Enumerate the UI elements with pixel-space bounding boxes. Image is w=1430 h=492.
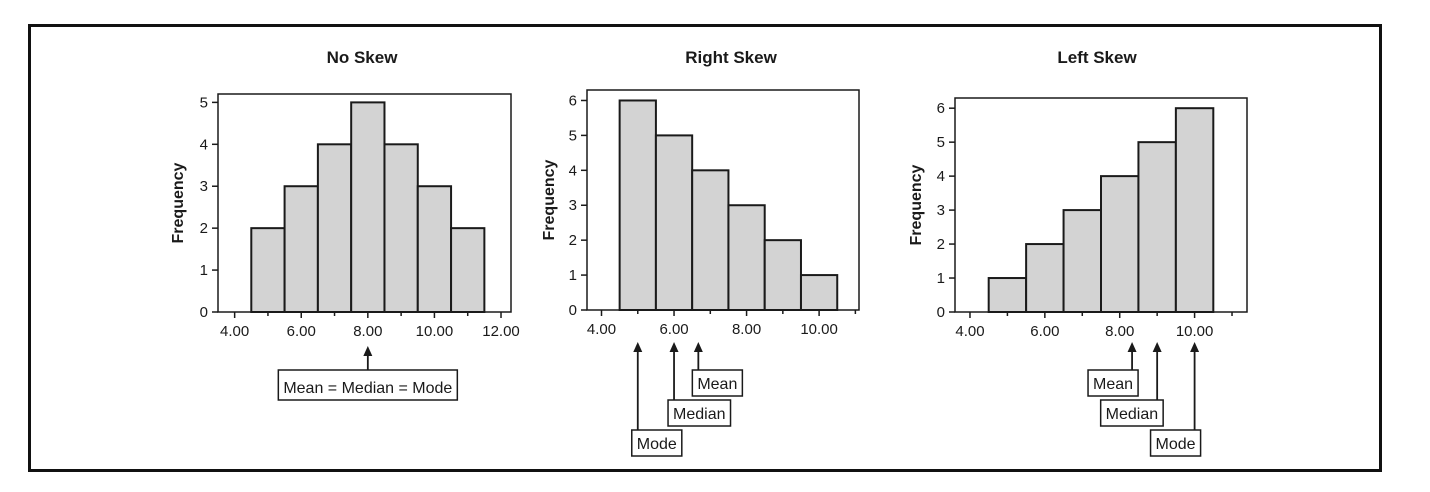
y-axis-label: Frequency — [170, 162, 187, 243]
y-tick-label: 5 — [200, 94, 208, 111]
histogram-bar — [283, 185, 319, 314]
x-tick-label: 6.00 — [287, 323, 316, 340]
chart-2: Right Skew Frequency 0 1 2 3 4 5 6 4.00 6.00 8.00 10… — [541, 48, 860, 457]
y-tick-label: 0 — [937, 304, 945, 321]
x-tick-label: 6.00 — [1030, 323, 1059, 340]
annotation-box — [1149, 429, 1202, 457]
histogram-bar — [1025, 243, 1065, 313]
histogram-bar — [316, 143, 353, 313]
y-tick-label: 4 — [200, 136, 208, 153]
y-tick-label: 1 — [200, 262, 208, 279]
plot-frame — [954, 97, 1248, 313]
annotation-label: Mode — [1156, 436, 1196, 453]
annotation-box — [667, 399, 732, 427]
histogram-bar — [654, 134, 694, 311]
chart-title: No Skew — [327, 48, 399, 67]
annotation-mean-median-mode: Mean = Median = Mode — [277, 346, 459, 401]
y-tick-label: 6 — [937, 100, 945, 117]
x-tick-label: 10.00 — [1176, 323, 1214, 340]
y-tick-label: 2 — [937, 236, 945, 253]
x-tick-label: 4.00 — [587, 321, 616, 338]
annotation-mode: Mode — [631, 342, 683, 457]
histogram-bar — [799, 274, 839, 312]
chart-1: No Skew Frequency 0 1 2 3 4 5 4.00 6.00 8.00 10.00 1… — [170, 48, 520, 401]
arrow-head — [363, 346, 373, 356]
chart-title: Left Skew — [1057, 48, 1137, 67]
y-tick-label: 0 — [569, 302, 577, 319]
histogram-bar — [1137, 141, 1177, 313]
annotation-label: Mean — [697, 376, 737, 393]
annotation-mean: Mean — [691, 342, 744, 397]
y-axis-label: Frequency — [541, 159, 558, 240]
y-tick-label: 0 — [200, 304, 208, 321]
histogram-bar — [727, 204, 766, 311]
annotation-label: Median — [1106, 406, 1158, 423]
y-tick-label: 6 — [569, 92, 577, 109]
arrow-head — [669, 342, 679, 352]
plot-frame — [586, 89, 860, 311]
x-tick-label: 6.00 — [659, 321, 688, 338]
arrow-head — [1152, 342, 1162, 352]
y-tick-label: 2 — [569, 232, 577, 249]
y-tick-label: 1 — [569, 267, 577, 284]
histogram-bar — [691, 169, 730, 311]
x-tick-label: 10.00 — [416, 323, 454, 340]
x-tick-label: 10.00 — [800, 321, 838, 338]
annotation-label: Median — [673, 406, 725, 423]
y-tick-label: 2 — [200, 220, 208, 237]
y-tick-label: 3 — [937, 202, 945, 219]
histogram-bar — [250, 227, 286, 313]
annotation-median: Median — [667, 342, 732, 427]
annotation-label: Mean = Median = Mode — [283, 380, 452, 397]
x-tick-label: 8.00 — [732, 321, 761, 338]
y-tick-label: 3 — [569, 197, 577, 214]
annotation-mode: Mode — [1149, 342, 1202, 457]
annotation-box — [631, 429, 683, 457]
arrow-head — [693, 342, 703, 352]
histogram-bar — [450, 227, 486, 313]
figure-frame — [28, 24, 1382, 472]
arrow-head — [1190, 342, 1200, 352]
y-tick-label: 1 — [937, 270, 945, 287]
annotation-label: Mean — [1093, 376, 1133, 393]
y-tick-label: 5 — [569, 127, 577, 144]
histogram-bar — [1100, 175, 1140, 313]
annotation-label: Mode — [637, 436, 677, 453]
x-tick-label: 12.00 — [482, 323, 520, 340]
y-tick-label: 5 — [937, 134, 945, 151]
y-tick-label: 3 — [200, 178, 208, 195]
chart-3: Left Skew Frequency 0 1 2 3 4 5 6 4.00 6.00 8.00 10.… — [908, 48, 1248, 457]
x-tick-label: 4.00 — [955, 323, 984, 340]
chart-title: Right Skew — [685, 48, 777, 67]
x-tick-label: 8.00 — [353, 323, 382, 340]
histogram-bar — [1062, 209, 1102, 314]
histogram-bar — [987, 277, 1028, 313]
arrow-head — [633, 342, 643, 352]
histogram-bar — [416, 185, 453, 314]
y-axis-label: Frequency — [908, 164, 925, 245]
annotation-box — [1087, 369, 1139, 397]
x-tick-label: 8.00 — [1105, 323, 1134, 340]
histogram-bar — [1174, 107, 1215, 313]
histogram-bar — [350, 101, 386, 313]
annotation-mean: Mean — [1087, 342, 1139, 397]
plot-frame — [217, 93, 512, 313]
y-tick-label: 4 — [569, 162, 577, 179]
annotation-median: Median — [1099, 342, 1164, 427]
x-tick-label: 4.00 — [220, 323, 249, 340]
annotation-box — [691, 369, 744, 397]
histogram-bar — [383, 143, 419, 313]
histogram-bar — [618, 99, 657, 311]
arrow-head — [1127, 342, 1137, 352]
y-tick-label: 4 — [937, 168, 945, 185]
histogram-bar — [763, 239, 802, 312]
annotation-box — [1099, 399, 1164, 427]
